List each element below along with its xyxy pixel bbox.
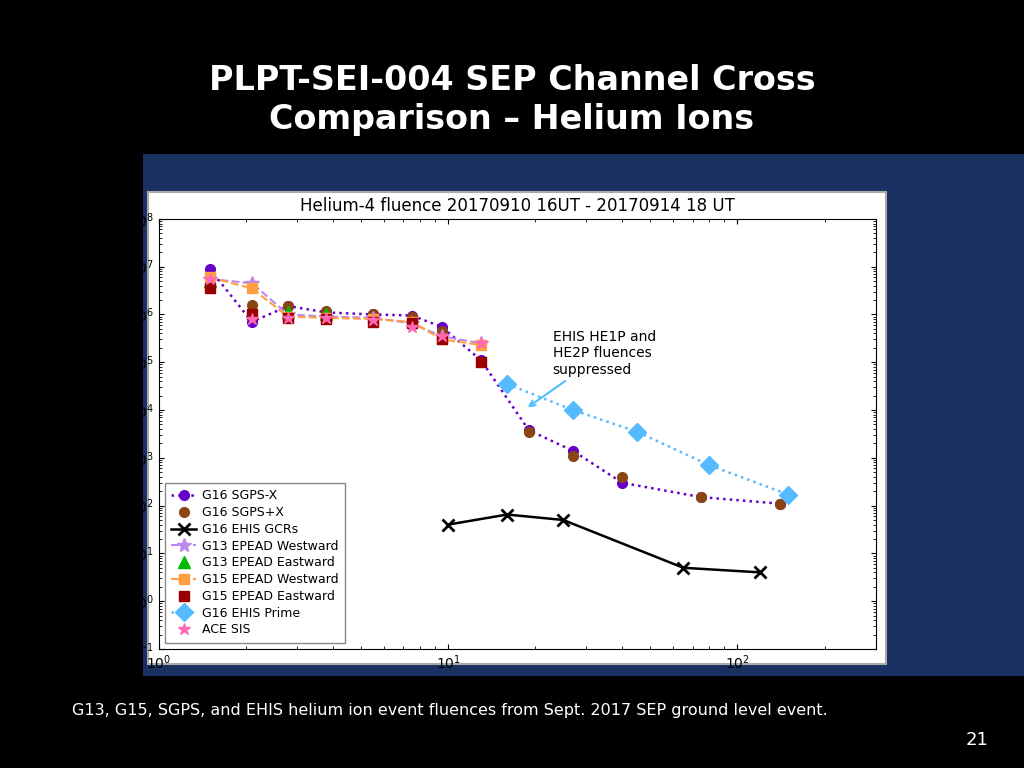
G13 EPEAD Eastward <box>204 276 216 286</box>
G16 SGPS+X <box>246 300 258 310</box>
G16 SGPS+X <box>367 310 379 319</box>
G16 EHIS Prime <box>631 427 643 436</box>
G15 EPEAD Westward <box>321 313 333 323</box>
Line: G16 SGPS-X: G16 SGPS-X <box>205 264 784 508</box>
G16 SGPS+X <box>616 472 629 482</box>
Y-axis label: 1/(cm**2 sr MeV/n): 1/(cm**2 sr MeV/n) <box>100 361 115 507</box>
G16 EHIS Prime <box>782 490 795 499</box>
G15 EPEAD Westward <box>435 335 447 344</box>
G16 EHIS GCRs <box>677 563 689 572</box>
ACE SIS <box>435 332 447 341</box>
Title: Helium-4 fluence 20170910 16UT - 20170914 18 UT: Helium-4 fluence 20170910 16UT - 2017091… <box>300 197 734 214</box>
G16 SGPS-X <box>566 446 579 455</box>
Text: Comparison – Helium Ions: Comparison – Helium Ions <box>269 103 755 135</box>
G16 SGPS+X <box>204 279 216 288</box>
Text: PLPT-SEI-004 SEP Channel Cross: PLPT-SEI-004 SEP Channel Cross <box>209 65 815 97</box>
G16 EHIS GCRs <box>557 515 569 525</box>
G15 EPEAD Eastward <box>475 358 487 367</box>
G15 EPEAD Eastward <box>321 314 333 323</box>
G13 EPEAD Westward <box>475 339 487 348</box>
G15 EPEAD Westward <box>282 312 294 321</box>
G16 SGPS-X <box>522 425 535 435</box>
G13 EPEAD Eastward <box>282 308 294 317</box>
G13 EPEAD Westward <box>246 279 258 288</box>
G13 EPEAD Westward <box>282 310 294 319</box>
G16 EHIS Prime <box>501 379 513 389</box>
G15 EPEAD Eastward <box>406 319 418 328</box>
ACE SIS <box>246 314 258 323</box>
G16 SGPS+X <box>522 427 535 436</box>
G15 EPEAD Westward <box>406 317 418 326</box>
G16 SGPS-X <box>475 356 487 365</box>
G16 SGPS-X <box>435 323 447 332</box>
Text: G13, G15, SGPS, and EHIS helium ion event fluences from Sept. 2017 SEP ground le: G13, G15, SGPS, and EHIS helium ion even… <box>72 703 827 718</box>
G16 SGPS-X <box>367 310 379 319</box>
G16 SGPS+X <box>566 452 579 461</box>
G16 SGPS-X <box>321 308 333 317</box>
G16 SGPS-X <box>204 264 216 273</box>
G13 EPEAD Westward <box>406 319 418 328</box>
G15 EPEAD Eastward <box>435 335 447 344</box>
G16 EHIS GCRs <box>755 568 767 577</box>
G16 SGPS-X <box>616 478 629 488</box>
G15 EPEAD Westward <box>367 314 379 323</box>
G16 EHIS GCRs <box>501 510 513 519</box>
G16 SGPS+X <box>695 492 708 502</box>
G13 EPEAD Westward <box>204 274 216 283</box>
G16 SGPS-X <box>246 317 258 326</box>
X-axis label: MeV/n: MeV/n <box>488 678 546 696</box>
G16 EHIS Prime <box>703 461 716 470</box>
G15 EPEAD Eastward <box>246 310 258 319</box>
Legend: G16 SGPS-X, G16 SGPS+X, G16 EHIS GCRs, G13 EPEAD Westward, G13 EPEAD Eastward, G: G16 SGPS-X, G16 SGPS+X, G16 EHIS GCRs, G… <box>165 483 345 643</box>
Line: ACE SIS: ACE SIS <box>204 273 487 349</box>
G13 EPEAD Westward <box>321 312 333 321</box>
G15 EPEAD Westward <box>246 284 258 293</box>
ACE SIS <box>282 313 294 323</box>
G16 EHIS Prime <box>566 406 579 415</box>
G15 EPEAD Eastward <box>282 313 294 323</box>
ACE SIS <box>475 339 487 348</box>
Line: G16 SGPS+X: G16 SGPS+X <box>205 278 784 508</box>
G16 SGPS-X <box>695 492 708 502</box>
G16 SGPS-X <box>773 499 785 508</box>
G15 EPEAD Westward <box>475 340 487 349</box>
G16 SGPS+X <box>406 312 418 321</box>
G16 SGPS+X <box>435 326 447 336</box>
G15 EPEAD Eastward <box>204 284 216 293</box>
G16 SGPS-X <box>406 311 418 320</box>
G13 EPEAD Eastward <box>321 310 333 319</box>
G16 SGPS+X <box>773 499 785 508</box>
Text: 21: 21 <box>966 731 988 749</box>
ACE SIS <box>367 316 379 325</box>
Line: G15 EPEAD Westward: G15 EPEAD Westward <box>205 273 486 349</box>
G16 SGPS+X <box>321 306 333 316</box>
ACE SIS <box>204 274 216 283</box>
Line: G16 EHIS Prime: G16 EHIS Prime <box>501 378 795 501</box>
ACE SIS <box>406 323 418 332</box>
Line: G13 EPEAD Westward: G13 EPEAD Westward <box>203 272 488 350</box>
Line: G13 EPEAD Eastward: G13 EPEAD Eastward <box>204 275 333 321</box>
G13 EPEAD Westward <box>435 332 447 341</box>
ACE SIS <box>321 313 333 323</box>
G13 EPEAD Westward <box>367 313 379 323</box>
G15 EPEAD Eastward <box>367 317 379 326</box>
Text: EHIS HE1P and
HE2P fluences
suppressed: EHIS HE1P and HE2P fluences suppressed <box>529 330 656 406</box>
Line: G16 EHIS GCRs: G16 EHIS GCRs <box>441 508 767 578</box>
G15 EPEAD Westward <box>204 273 216 282</box>
G16 EHIS GCRs <box>442 520 455 529</box>
Line: G15 EPEAD Eastward: G15 EPEAD Eastward <box>205 283 486 367</box>
G16 SGPS-X <box>282 301 294 310</box>
G16 SGPS+X <box>282 301 294 310</box>
